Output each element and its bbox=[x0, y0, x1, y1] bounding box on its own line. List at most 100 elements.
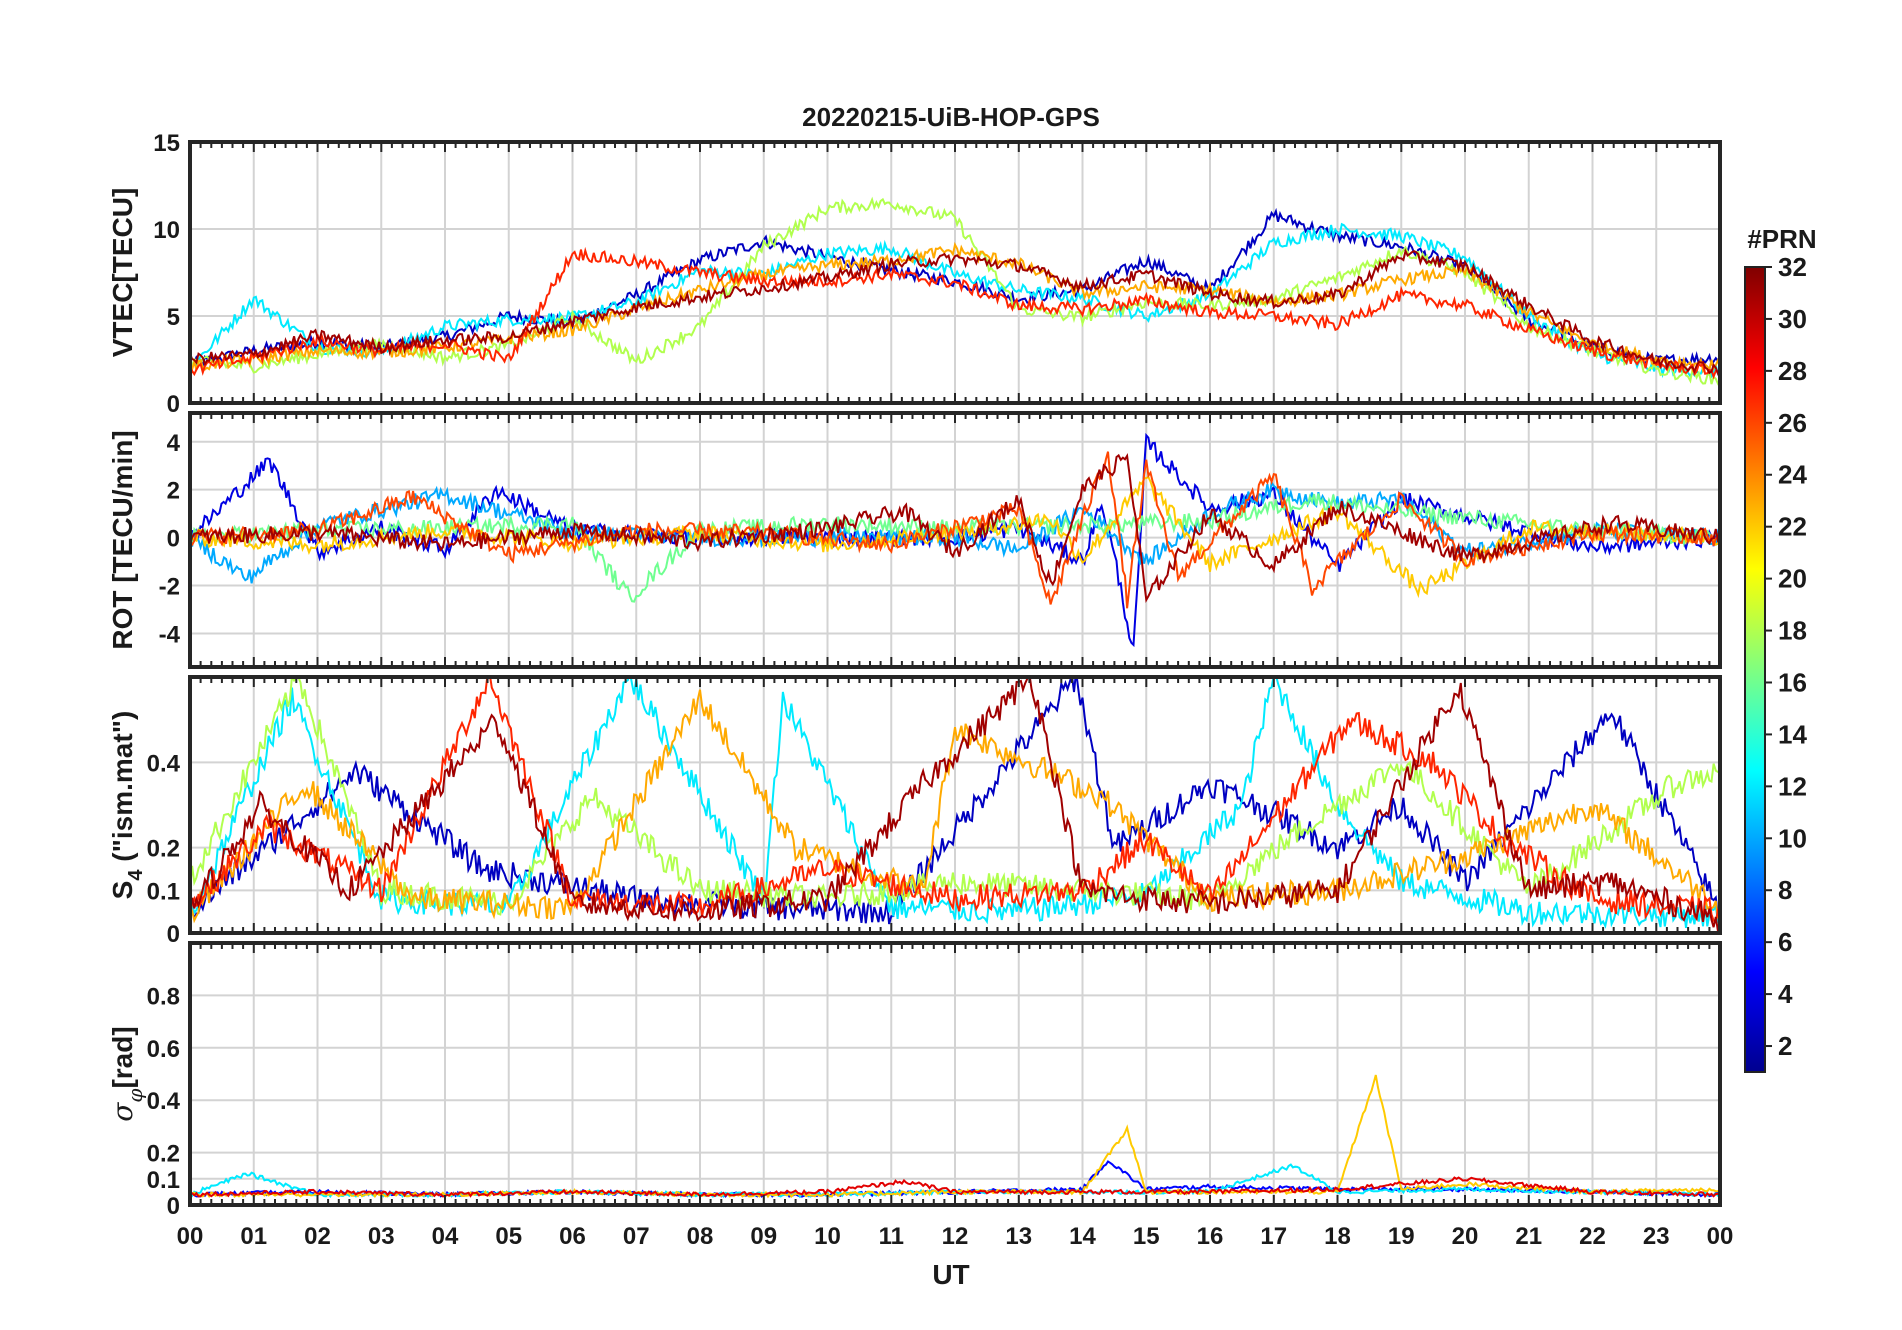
colorbar-gradient bbox=[1744, 266, 1766, 1073]
chart-title: 20220215-UiB-HOP-GPS bbox=[802, 102, 1100, 132]
series-line-prn-23 bbox=[190, 241, 1720, 374]
x-tick-label: 08 bbox=[687, 1223, 714, 1250]
series-line-prn-22 bbox=[190, 1074, 1720, 1199]
y-tick-label: 0.2 bbox=[147, 1141, 180, 1168]
x-tick-label: 19 bbox=[1388, 1223, 1415, 1250]
series-group bbox=[190, 432, 1720, 648]
colorbar-tick-label: 2 bbox=[1778, 1031, 1792, 1061]
colorbar-tick-label: 16 bbox=[1778, 667, 1807, 697]
colorbar-tick-label: 6 bbox=[1778, 927, 1792, 957]
x-tick-label: 09 bbox=[750, 1223, 777, 1250]
x-tick-label: 15 bbox=[1133, 1223, 1160, 1250]
series-line-prn-23 bbox=[190, 689, 1720, 924]
colorbar-tick-label: 4 bbox=[1778, 979, 1793, 1009]
colorbar-tick-label: 30 bbox=[1778, 304, 1807, 334]
colorbar-tick-label: 10 bbox=[1778, 823, 1807, 853]
x-tick-label: 21 bbox=[1515, 1223, 1542, 1250]
x-tick-label: 20 bbox=[1452, 1223, 1479, 1250]
y-tick-label: 0 bbox=[167, 391, 180, 418]
x-tick-label: 10 bbox=[814, 1223, 841, 1250]
x-tick-label: 05 bbox=[495, 1223, 522, 1250]
x-minor-ticks bbox=[189, 413, 1721, 667]
series-line-prn-12 bbox=[190, 222, 1720, 380]
series-line-prn-26 bbox=[190, 451, 1720, 609]
x-minor-ticks bbox=[189, 677, 1721, 933]
y-tick-label: 2 bbox=[167, 478, 180, 505]
series-line-prn-18 bbox=[190, 677, 1720, 916]
series-line-prn-10 bbox=[190, 479, 1720, 584]
y-tick-label: 0 bbox=[167, 921, 180, 948]
series-group bbox=[190, 677, 1720, 932]
y-axis-label: ROT [TECU/min] bbox=[107, 430, 138, 649]
y-tick-label: 0.4 bbox=[147, 750, 181, 777]
y-axis-label: S4 ("ism.mat") bbox=[107, 711, 147, 900]
series-line-prn-27 bbox=[190, 246, 1720, 380]
y-tick-label: -2 bbox=[159, 574, 180, 601]
series-line-prn-22 bbox=[190, 475, 1720, 599]
colorbar-tick-label: 12 bbox=[1778, 771, 1807, 801]
x-tick-label: 17 bbox=[1260, 1223, 1287, 1250]
colorbar-tick-label: 8 bbox=[1778, 875, 1792, 905]
colorbar-tick-label: 18 bbox=[1778, 616, 1807, 646]
y-axis-label: VTEC[TECU] bbox=[107, 188, 138, 358]
panel-vtec: 0 5 10 15 VTEC[TECU] bbox=[107, 130, 1722, 418]
y-tick-label: 5 bbox=[167, 304, 180, 331]
y-tick-label: 0.1 bbox=[147, 878, 180, 905]
colorbar-tick-label: 32 bbox=[1778, 252, 1807, 282]
x-tick-label: 02 bbox=[304, 1223, 331, 1250]
series-line-prn-31 bbox=[190, 677, 1720, 932]
colorbar-tick-label: 22 bbox=[1778, 512, 1807, 542]
x-tick-label: 00 bbox=[1707, 1223, 1734, 1250]
colorbar-tick-label: 24 bbox=[1778, 460, 1807, 490]
series-line-prn-27 bbox=[190, 677, 1720, 924]
y-tick-label: 15 bbox=[153, 130, 180, 157]
y-tick-label: 4 bbox=[167, 430, 181, 457]
x-tick-label: 13 bbox=[1005, 1223, 1032, 1250]
series-line-prn-31 bbox=[190, 452, 1720, 604]
x-minor-ticks bbox=[189, 943, 1721, 1205]
y-tick-label: 0.6 bbox=[147, 1036, 180, 1063]
colorbar-tick-label: 20 bbox=[1778, 564, 1807, 594]
y-tick-label: 0.8 bbox=[147, 983, 180, 1010]
colorbar-tick-label: 14 bbox=[1778, 719, 1807, 749]
x-tick-label: 18 bbox=[1324, 1223, 1351, 1250]
series-group bbox=[190, 196, 1720, 386]
x-axis: 00 01 02 03 04 05 06 07 08 09 10 11 12 13 14 15 16 17 18 19… bbox=[177, 1223, 1734, 1250]
x-tick-label: 12 bbox=[942, 1223, 969, 1250]
x-tick-label: 00 bbox=[177, 1223, 204, 1250]
x-tick-label: 11 bbox=[879, 1223, 904, 1250]
panel-s4: 0 0.1 0.2 0.4S4 ("ism.mat") bbox=[107, 675, 1722, 948]
x-tick-label: 03 bbox=[368, 1223, 395, 1250]
y-tick-label: 0.4 bbox=[147, 1088, 181, 1115]
y-tick-label: 0.1 bbox=[147, 1167, 180, 1194]
series-line-prn-4 bbox=[190, 432, 1720, 648]
x-tick-label: 23 bbox=[1643, 1223, 1670, 1250]
y-tick-label: 0 bbox=[167, 526, 180, 553]
y-tick-label: 10 bbox=[153, 217, 180, 244]
x-tick-label: 14 bbox=[1069, 1223, 1096, 1250]
x-tick-label: 04 bbox=[432, 1223, 459, 1250]
y-axis-label-main: σ bbox=[106, 1102, 139, 1122]
x-tick-label: 07 bbox=[623, 1223, 650, 1250]
y-tick-label: -4 bbox=[159, 621, 181, 648]
panel-rot: -4 -2 0 2 4 ROT [TECU/min] bbox=[107, 411, 1722, 669]
colorbar-tick-label: 26 bbox=[1778, 408, 1807, 438]
x-tick-label: 01 bbox=[240, 1223, 267, 1250]
x-tick-label: 06 bbox=[559, 1223, 586, 1250]
x-tick-label: 22 bbox=[1579, 1223, 1606, 1250]
y-axis-label-sub: 4 bbox=[125, 869, 147, 881]
series-line-prn-18 bbox=[190, 196, 1720, 386]
y-axis-label-rest: [rad] bbox=[107, 1026, 138, 1088]
series-line-prn-3 bbox=[190, 677, 1720, 925]
y-tick-label: 0 bbox=[167, 1193, 180, 1220]
y-axis-label: σφ[rad] bbox=[106, 1026, 147, 1121]
y-tick-label: 0.2 bbox=[147, 836, 180, 863]
panel-sigma: 00.10.20.40.60.8σφ[rad] bbox=[106, 941, 1722, 1220]
y-axis-label-sub: φ bbox=[123, 1089, 147, 1103]
y-axis-label-rest: ("ism.mat") bbox=[107, 711, 138, 870]
x-axis-label: UT bbox=[932, 1259, 969, 1290]
